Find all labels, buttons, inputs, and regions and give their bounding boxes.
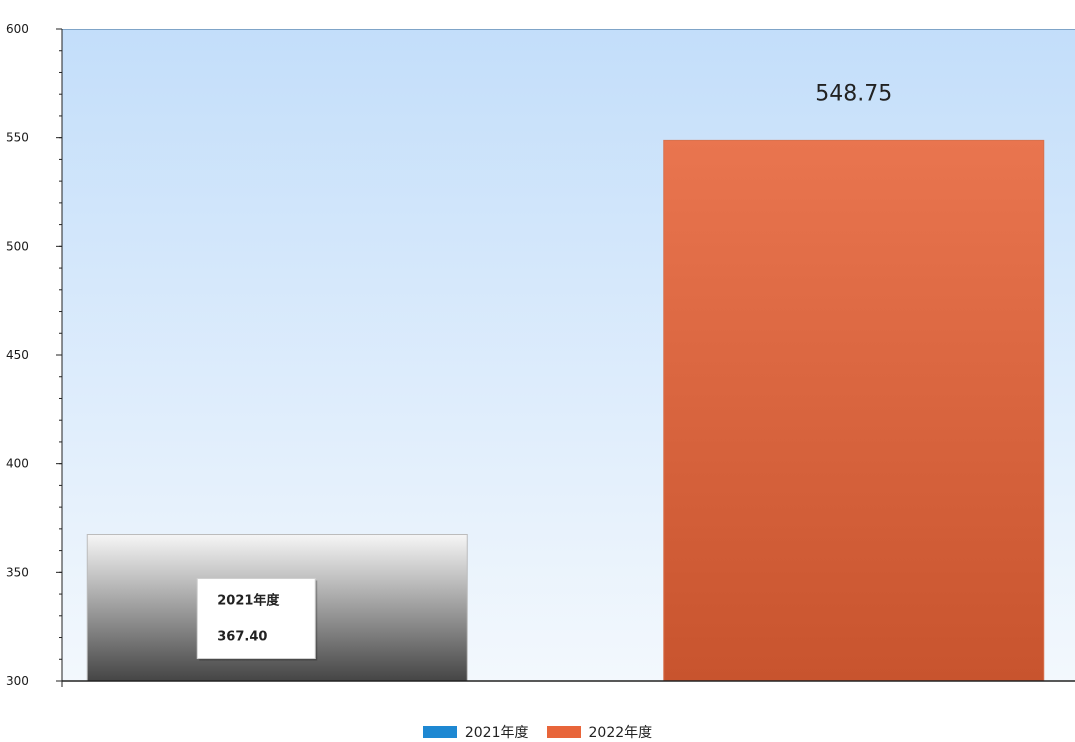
legend-label-2021: 2021年度 <box>464 725 529 741</box>
legend-item-2021[interactable]: 2021年度 <box>422 722 529 742</box>
legend: 2021年度 2022年度 <box>0 722 1075 742</box>
legend-swatch-2021 <box>422 726 457 738</box>
legend-label-2022: 2022年度 <box>588 725 653 741</box>
bar-chart: 300 350 400 450 500 550 600 2021年度 367.40 548.75 <box>6 22 1075 688</box>
y-tick-label: 350 <box>6 565 29 579</box>
legend-swatch-2022 <box>546 726 581 738</box>
tooltip-title: 2021年度 <box>217 593 280 609</box>
y-tick-label: 400 <box>6 457 29 471</box>
y-tick-label: 550 <box>6 131 29 145</box>
y-tick-label: 500 <box>6 239 29 253</box>
y-tick-label: 450 <box>6 348 29 362</box>
legend-item-2022[interactable]: 2022年度 <box>546 722 653 742</box>
tooltip-box <box>196 578 316 660</box>
y-tick-label: 600 <box>6 22 29 36</box>
bar-2022年度[interactable] <box>663 139 1045 682</box>
tooltip-value: 367.40 <box>217 630 267 645</box>
y-tick-label: 300 <box>6 674 29 688</box>
data-label-2022年度: 548.75 <box>815 81 892 106</box>
